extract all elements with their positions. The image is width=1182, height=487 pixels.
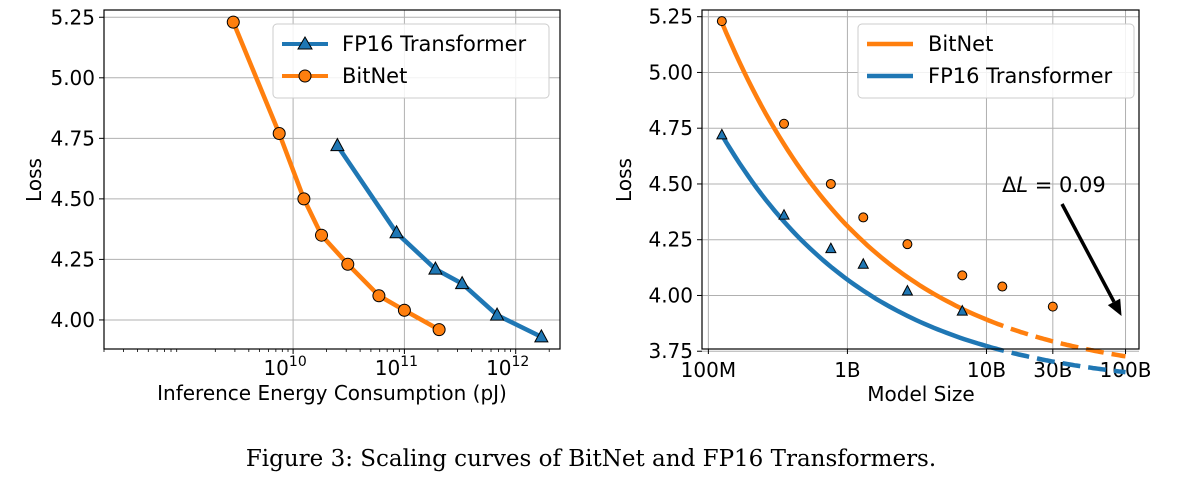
left-bitnet-point: [397, 303, 411, 317]
right-bitnet-point: [957, 270, 968, 281]
right-bitnet-point: [858, 212, 869, 223]
left-x-axis-label: Inference Energy Consumption (pJ): [157, 381, 507, 405]
left-x-tick-label: 1012: [486, 354, 529, 380]
right-legend-box: [857, 23, 1135, 99]
right-y-tick-label: 4.00: [648, 283, 693, 307]
right-y-tick-label: 4.25: [648, 228, 693, 252]
left-legend-entry-fp16: FP16 Transformer: [282, 32, 527, 56]
right-fp16-point: [716, 128, 728, 140]
left-y-tick-label: 4.75: [50, 126, 95, 150]
right-fp16-point: [778, 208, 790, 220]
right-y-tick-label: 3.75: [648, 339, 693, 363]
right-fp16-point: [901, 284, 914, 296]
delta-loss-arrow-head: [1107, 298, 1122, 317]
left-chart-frame: [103, 9, 561, 350]
right-fp16-fit-dashed: [985, 343, 1126, 375]
right-legend-fp16-label: FP16 Transformer: [928, 64, 1113, 88]
delta-symbol: Δ: [1002, 173, 1017, 197]
right-x-tick-label: 1B: [834, 358, 860, 382]
left-fp16-point: [489, 307, 505, 321]
left-y-tick-label: 5.00: [50, 66, 95, 90]
right-bitnet-point: [997, 281, 1008, 292]
left-legend-bitnet-label: BitNet: [342, 64, 407, 88]
right-legend: BitNet FP16 Transformer: [857, 23, 1135, 99]
right-chart-series: [716, 16, 1126, 375]
right-fp16-point: [956, 304, 969, 316]
left-fp16-point: [534, 328, 549, 343]
left-legend-box: [272, 23, 550, 99]
delta-loss-arrow: [1060, 203, 1122, 317]
left-fp16-line: [335, 144, 543, 339]
left-fp16-point: [389, 224, 404, 239]
right-y-tick-label: 4.50: [648, 172, 693, 196]
right-y-tick-label: 5.00: [648, 60, 693, 84]
left-legend-bitnet-marker: [298, 69, 312, 83]
right-bitnet-point: [902, 239, 913, 250]
left-fp16-point: [330, 137, 345, 152]
right-x-tick-label: 10B: [967, 358, 1006, 382]
right-bitnet-fit-solid: [719, 21, 988, 322]
delta-loss-arrow-shaft: [1060, 203, 1116, 303]
left-x-tick-label: 1011: [375, 354, 418, 380]
right-legend-bitnet-label: BitNet: [928, 32, 993, 56]
right-bitnet-point: [825, 178, 836, 189]
delta-loss-annotation: ΔL = 0.09: [1002, 173, 1106, 197]
left-bitnet-point: [272, 126, 286, 140]
left-x-tick-exponent: 11: [400, 354, 418, 370]
right-y-axis-label: Loss: [612, 158, 636, 202]
left-bitnet-point: [226, 15, 240, 29]
right-bitnet-point: [1047, 301, 1058, 312]
left-y-tick-label: 4.00: [50, 308, 95, 332]
left-bitnet-point: [315, 228, 329, 242]
left-x-tick-exponent: 12: [512, 354, 530, 370]
left-legend-fp16-label: FP16 Transformer: [342, 32, 527, 56]
right-legend-entry-bitnet: BitNet: [867, 32, 993, 56]
left-fp16-point: [428, 261, 443, 275]
left-y-tick-label: 4.50: [50, 187, 95, 211]
left-y-tick-label: 5.25: [50, 5, 95, 29]
right-fp16-fit-solid: [719, 133, 988, 349]
left-legend-entry-bitnet: BitNet: [282, 64, 407, 88]
right-legend-entry-fp16: FP16 Transformer: [867, 64, 1113, 88]
left-bitnet-point: [432, 323, 446, 337]
right-y-tick-label: 5.25: [648, 5, 693, 29]
left-legend: FP16 Transformer BitNet: [272, 23, 550, 99]
left-x-tick-label: 1010: [263, 354, 306, 380]
right-x-axis-label: Model Size: [867, 382, 974, 406]
left-x-tick-exponent: 10: [289, 354, 307, 370]
right-bitnet-point: [779, 118, 790, 129]
left-chart-series: [226, 15, 549, 343]
delta-value: = 0.09: [1028, 173, 1106, 197]
left-fp16-point: [454, 275, 470, 290]
delta-variable: L: [1016, 173, 1028, 197]
right-fp16-point: [825, 242, 837, 254]
right-bitnet-point: [716, 16, 727, 27]
figure-caption: Figure 3: Scaling curves of BitNet and F…: [245, 446, 937, 472]
right-fp16-point: [857, 257, 870, 269]
left-bitnet-point: [372, 289, 386, 303]
left-y-tick-label: 4.25: [50, 247, 95, 271]
right-x-tick-label: 100M: [681, 358, 736, 382]
left-bitnet-point: [341, 257, 355, 271]
left-bitnet-point: [297, 192, 311, 206]
left-y-axis-label: Loss: [22, 158, 46, 202]
right-chart-frame: [701, 9, 1140, 350]
left-legend-fp16-marker: [297, 36, 313, 50]
right-bitnet-fit-dashed: [985, 317, 1126, 359]
right-y-tick-label: 4.75: [648, 116, 693, 140]
